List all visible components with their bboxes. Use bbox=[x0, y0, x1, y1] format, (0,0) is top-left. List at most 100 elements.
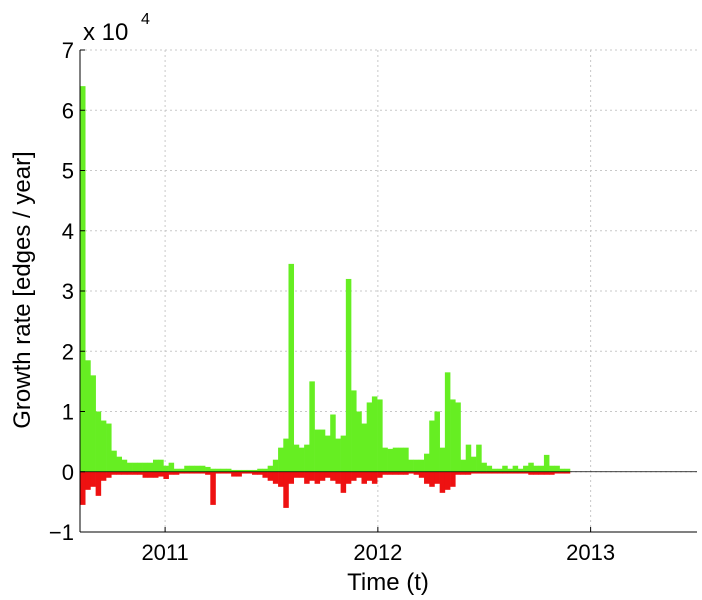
positive-bar bbox=[351, 390, 357, 472]
positive-bar bbox=[564, 468, 571, 472]
negative-bar bbox=[80, 471, 86, 505]
negative-bar bbox=[189, 471, 195, 474]
negative-bar bbox=[434, 471, 440, 484]
positive-bar bbox=[252, 469, 258, 472]
negative-bar bbox=[517, 471, 524, 474]
negative-bar bbox=[314, 471, 321, 484]
positive-bar bbox=[382, 447, 388, 472]
positive-bar bbox=[434, 411, 440, 472]
negative-bar bbox=[340, 471, 347, 493]
negative-bar bbox=[351, 471, 357, 481]
bar-series bbox=[80, 86, 571, 508]
negative-bar bbox=[335, 471, 341, 484]
negative-bar bbox=[168, 471, 175, 475]
positive-bar bbox=[429, 420, 435, 472]
y-axis-label: Growth rate [edges / year] bbox=[9, 151, 36, 428]
negative-bar bbox=[220, 471, 227, 474]
negative-bar bbox=[324, 471, 331, 478]
y-tick-label: −1 bbox=[49, 520, 74, 545]
positive-bar bbox=[392, 447, 399, 472]
negative-bar bbox=[450, 471, 456, 487]
positive-bar bbox=[309, 381, 315, 472]
positive-bar bbox=[476, 444, 482, 472]
negative-bar bbox=[179, 471, 185, 474]
positive-bar bbox=[538, 465, 545, 472]
positive-bar bbox=[340, 435, 347, 472]
positive-bar bbox=[132, 462, 138, 472]
negative-bar bbox=[397, 471, 404, 475]
negative-bar bbox=[330, 471, 336, 481]
negative-bar bbox=[481, 471, 487, 474]
negative-bar bbox=[528, 471, 534, 475]
negative-bar bbox=[152, 471, 159, 478]
positive-bar bbox=[90, 375, 96, 472]
positive-bar bbox=[330, 414, 336, 472]
positive-bar bbox=[361, 423, 367, 472]
negative-bar bbox=[267, 471, 274, 481]
positive-bar bbox=[470, 456, 477, 472]
positive-bar bbox=[158, 459, 164, 472]
negative-bar bbox=[121, 471, 128, 475]
x-tick-label: 2013 bbox=[566, 540, 615, 565]
negative-bar bbox=[444, 471, 451, 490]
positive-bar bbox=[418, 459, 425, 472]
positive-bar bbox=[502, 465, 508, 472]
negative-bar bbox=[278, 471, 284, 487]
y-ticks: −1 0 1 2 3 4 5 6 7 bbox=[49, 38, 85, 545]
negative-bar bbox=[210, 471, 216, 505]
positive-bar bbox=[486, 465, 493, 472]
positive-bar bbox=[262, 468, 268, 472]
negative-bar bbox=[215, 471, 222, 474]
positive-bar bbox=[387, 448, 394, 472]
positive-bar bbox=[121, 459, 128, 472]
negative-bar bbox=[392, 471, 399, 475]
negative-bar bbox=[366, 471, 373, 481]
x-axis-label: Time (t) bbox=[347, 569, 429, 596]
negative-bar bbox=[231, 471, 237, 477]
negative-bar bbox=[429, 471, 435, 487]
positive-bar bbox=[366, 402, 373, 472]
positive-bar bbox=[319, 429, 326, 472]
positive-bar bbox=[371, 396, 378, 472]
positive-bar bbox=[147, 462, 154, 472]
positive-bar bbox=[80, 86, 86, 472]
positive-bar bbox=[205, 466, 211, 472]
y-tick-label: 5 bbox=[62, 159, 74, 184]
positive-bar bbox=[137, 462, 143, 472]
negative-bar bbox=[418, 471, 425, 478]
positive-bar bbox=[460, 459, 467, 472]
negative-bar bbox=[199, 471, 206, 474]
negative-bar bbox=[512, 471, 519, 474]
x-tick-label: 2012 bbox=[353, 540, 402, 565]
negative-bar bbox=[288, 471, 295, 484]
negative-bar bbox=[361, 471, 367, 484]
positive-bar bbox=[465, 444, 472, 472]
negative-bar bbox=[476, 471, 482, 474]
negative-bar bbox=[345, 471, 352, 484]
negative-bar bbox=[293, 471, 300, 478]
positive-bar bbox=[397, 447, 404, 472]
positive-bar bbox=[152, 459, 159, 472]
negative-bar bbox=[298, 471, 305, 478]
positive-bar bbox=[85, 360, 91, 472]
positive-bar bbox=[246, 469, 253, 472]
positive-bar bbox=[241, 469, 248, 472]
y-multiplier-label: x 10 bbox=[83, 19, 128, 46]
positive-bar bbox=[189, 465, 195, 472]
negative-bar bbox=[491, 471, 498, 474]
positive-bar bbox=[324, 435, 331, 472]
negative-bar bbox=[252, 471, 258, 475]
negative-bar bbox=[382, 471, 388, 475]
positive-bar bbox=[377, 399, 383, 472]
positive-bar bbox=[413, 459, 420, 472]
positive-bar bbox=[220, 468, 227, 472]
positive-bar bbox=[298, 447, 305, 472]
positive-bar bbox=[225, 468, 232, 472]
y-tick-label: 6 bbox=[62, 98, 74, 123]
positive-bar bbox=[497, 468, 503, 472]
negative-bar bbox=[106, 471, 112, 478]
negative-bar bbox=[497, 471, 503, 474]
y-tick-label: 4 bbox=[62, 219, 74, 244]
positive-bar bbox=[168, 462, 175, 472]
